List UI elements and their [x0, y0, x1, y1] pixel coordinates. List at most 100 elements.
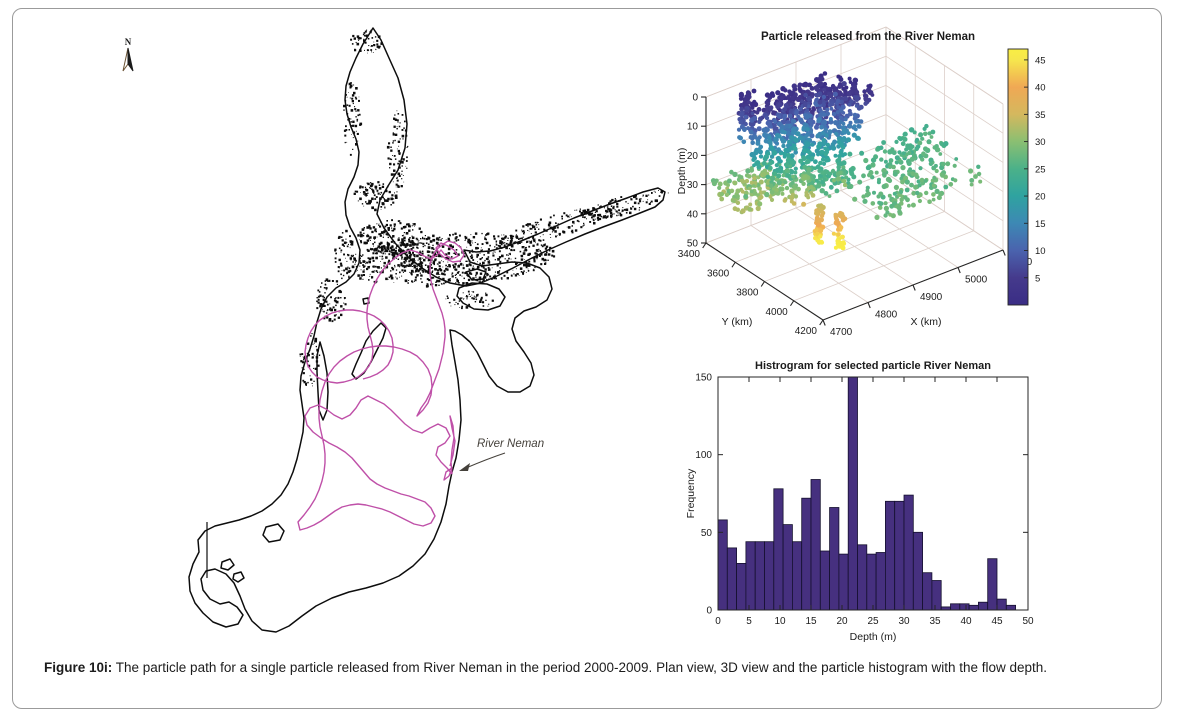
- svg-text:40: 40: [1035, 83, 1046, 94]
- histogram-bar: [857, 544, 868, 611]
- axes: [701, 96, 1006, 326]
- histogram-bar: [764, 541, 775, 611]
- histogram-labels: 0 5 10 15 20 25 30 35 40 45 50 0 50 100 150 Depth (m) Fr…: [685, 360, 1034, 643]
- river-neman-label: River Neman: [477, 438, 544, 450]
- histogram-bar: [782, 524, 793, 611]
- histogram-bar: [736, 563, 747, 611]
- svg-text:5: 5: [1035, 273, 1040, 284]
- histogram-bar: [773, 488, 784, 611]
- histogram-bar: [903, 494, 914, 611]
- grid-lines: [705, 26, 1004, 321]
- river-neman-annotation: River Neman: [459, 438, 544, 471]
- particle-track: [297, 240, 465, 531]
- histogram-bar: [726, 547, 737, 611]
- histogram-bar: [745, 541, 756, 611]
- histogram-bar: [922, 572, 933, 611]
- svg-text:40: 40: [960, 616, 972, 627]
- histogram-axes: [717, 376, 1029, 611]
- svg-text:45: 45: [991, 616, 1003, 627]
- svg-text:3400: 3400: [678, 249, 701, 260]
- colorbar: 5 10 15 20 25 30 35 40 45: [1007, 48, 1046, 306]
- svg-text:40: 40: [687, 209, 699, 220]
- particle-track-line: [297, 240, 465, 531]
- figure-border: [12, 8, 1162, 709]
- figure-caption: Figure 10i: The particle path for a sing…: [44, 658, 1140, 679]
- svg-text:25: 25: [867, 616, 879, 627]
- svg-text:X (km): X (km): [911, 316, 942, 328]
- svg-text:20: 20: [1035, 192, 1046, 203]
- svg-text:50: 50: [687, 239, 699, 250]
- baltic-map: N River Neman: [122, 27, 669, 633]
- histogram-bar: [838, 553, 849, 611]
- histogram-bar: [959, 603, 970, 611]
- svg-text:30: 30: [687, 180, 699, 191]
- coastline: [188, 27, 666, 633]
- histogram-bar: [950, 603, 961, 611]
- svg-text:35: 35: [929, 616, 941, 627]
- svg-text:4200: 4200: [795, 326, 818, 337]
- scatter-points: [710, 71, 983, 251]
- histogram-bar: [894, 500, 905, 611]
- histogram-bar: [810, 479, 821, 611]
- annotation-arrowhead: [459, 463, 470, 471]
- histogram-bar: [912, 531, 923, 611]
- histogram-bar: [847, 376, 858, 611]
- svg-text:20: 20: [836, 616, 848, 627]
- svg-text:0: 0: [692, 93, 698, 104]
- svg-text:45: 45: [1035, 55, 1046, 66]
- particle-track-line: [449, 415, 456, 475]
- svg-text:0: 0: [706, 606, 712, 617]
- archipelago-speckle: [299, 29, 669, 387]
- histogram-bar: [754, 541, 765, 611]
- svg-text:Depth (m): Depth (m): [676, 148, 688, 195]
- svg-text:30: 30: [1035, 137, 1046, 148]
- histogram-bar: [801, 497, 812, 611]
- svg-text:10: 10: [774, 616, 786, 627]
- svg-text:5: 5: [746, 616, 752, 627]
- particle-track-line: [443, 467, 453, 481]
- svg-text:4700: 4700: [830, 327, 853, 338]
- svg-text:Frequency: Frequency: [685, 468, 697, 518]
- histogram-bars: [717, 376, 1016, 611]
- histogram-bar: [717, 519, 728, 611]
- histogram-bar: [792, 541, 803, 611]
- svg-text:50: 50: [701, 528, 713, 539]
- svg-text:5000: 5000: [965, 275, 988, 286]
- svg-text:20: 20: [687, 151, 699, 162]
- caption-text: The particle path for a single particle …: [112, 660, 1048, 675]
- svg-text:4000: 4000: [766, 307, 789, 318]
- histogram-bar: [931, 580, 942, 611]
- svg-text:30: 30: [898, 616, 910, 627]
- histogram-bar: [875, 552, 886, 611]
- histogram-bar: [968, 604, 979, 611]
- svg-text:Depth (m): Depth (m): [850, 631, 897, 643]
- histogram-bar: [866, 553, 877, 611]
- histogram-bar: [885, 500, 896, 611]
- svg-text:15: 15: [1035, 219, 1046, 230]
- svg-text:50: 50: [1022, 616, 1034, 627]
- svg-text:0: 0: [715, 616, 721, 627]
- histogram-bar: [829, 507, 840, 611]
- svg-text:10: 10: [687, 122, 699, 133]
- histogram-bar: [978, 601, 989, 611]
- svg-text:10: 10: [1035, 246, 1046, 257]
- north-label: N: [125, 37, 132, 47]
- scatter3d-title: Particle released from the River Neman: [761, 31, 975, 43]
- histogram-bar: [987, 558, 998, 611]
- north-arrow-icon: N: [122, 37, 134, 72]
- svg-text:15: 15: [805, 616, 817, 627]
- caption-label: Figure 10i:: [44, 660, 113, 675]
- histogram-title: Histrogram for selected particle River N…: [755, 360, 991, 372]
- svg-text:150: 150: [695, 373, 712, 384]
- svg-text:4800: 4800: [875, 310, 898, 321]
- svg-text:3800: 3800: [736, 288, 759, 299]
- svg-text:100: 100: [695, 450, 712, 461]
- histogram-bar: [1005, 604, 1016, 611]
- depth-histogram: 0 5 10 15 20 25 30 35 40 45 50 0 50 100 150 Depth (m) Fr…: [685, 360, 1034, 643]
- histogram-bar: [819, 550, 830, 611]
- svg-text:Y (km): Y (km): [722, 316, 753, 328]
- svg-text:3600: 3600: [707, 268, 730, 279]
